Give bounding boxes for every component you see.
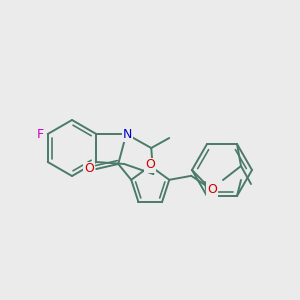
Text: F: F [37, 128, 44, 140]
Text: O: O [207, 183, 217, 196]
Text: O: O [84, 163, 94, 176]
Text: N: N [123, 128, 132, 140]
Text: O: O [145, 158, 155, 172]
